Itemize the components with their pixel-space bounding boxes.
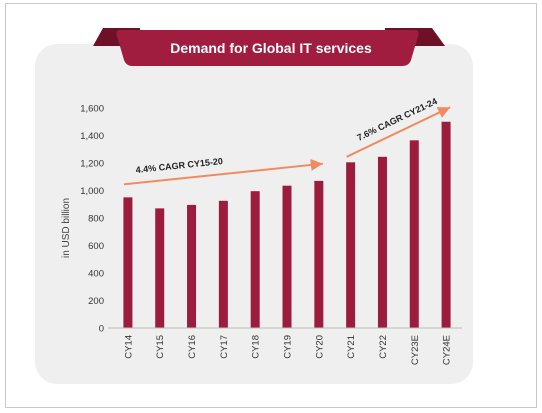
x-axis-labels: CY14 CY15 CY16 CY17 CY18 CY19 CY20 CY21 CY22 CY23… xyxy=(123,335,452,365)
banner-main xyxy=(116,30,419,66)
x-tick-label: CY18 xyxy=(251,335,262,359)
x-tick-label: CY17 xyxy=(219,335,230,359)
cagr-arrow xyxy=(346,106,451,158)
x-tick-label: CY15 xyxy=(155,335,166,359)
bar-cy23e xyxy=(409,140,419,328)
bar-cy19 xyxy=(282,185,292,328)
x-tick-label: CY22 xyxy=(378,335,389,359)
y-tick-label: 200 xyxy=(88,296,104,307)
bar-cy17 xyxy=(218,200,228,328)
bar-cy16 xyxy=(187,204,197,328)
y-tick-label: 0 xyxy=(99,324,104,335)
bar-cy18 xyxy=(250,191,260,328)
x-tick-label: CY23E xyxy=(410,335,421,365)
bar-cy21 xyxy=(346,162,356,328)
bar-cy22 xyxy=(377,156,387,328)
x-tick-label: CY24E xyxy=(442,335,453,365)
x-tick-label: CY16 xyxy=(187,335,198,359)
y-tick-label: 1,200 xyxy=(80,159,104,170)
bar-cy15 xyxy=(155,208,165,328)
x-tick-label: CY19 xyxy=(283,335,294,359)
y-tick-label: 800 xyxy=(88,214,104,225)
title-banner: Demand for Global IT services xyxy=(93,28,445,66)
y-tick-label: 600 xyxy=(88,241,104,252)
bar-cy24e xyxy=(441,121,451,328)
bar-cy20 xyxy=(314,180,324,328)
cagr-arrow xyxy=(123,158,323,186)
x-tick-label: CY20 xyxy=(314,335,325,359)
x-tick-label: CY21 xyxy=(346,335,357,359)
bars xyxy=(123,121,451,328)
y-tick-label: 1,400 xyxy=(80,131,104,142)
x-tick-label: CY14 xyxy=(123,335,134,359)
y-axis-ticks: 0 200 400 600 800 1,000 1,200 1,400 1,600 xyxy=(80,104,104,335)
y-tick-label: 1,600 xyxy=(80,104,104,115)
y-axis-label: in USD billion xyxy=(61,198,72,258)
y-tick-label: 400 xyxy=(88,269,104,280)
chart-title: Demand for Global IT services xyxy=(170,40,372,56)
bar-cy14 xyxy=(123,197,133,328)
y-tick-label: 1,000 xyxy=(80,186,104,197)
